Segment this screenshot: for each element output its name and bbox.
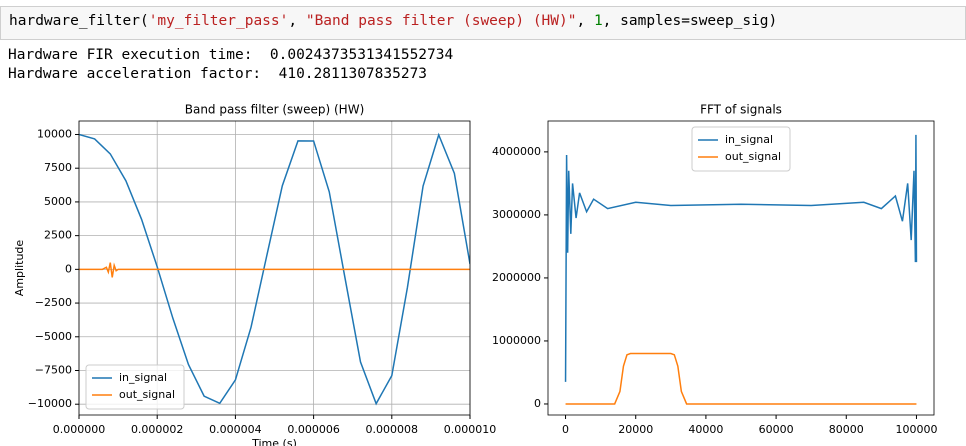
axes-frame [78, 120, 471, 416]
y-tick-label: −7500 [35, 363, 72, 376]
y-tick-label: 7500 [44, 161, 72, 174]
code: hardware_filter('my_filter_pass', "Band … [9, 13, 777, 29]
x-tick-label: 0.000008 [366, 423, 419, 436]
y-tick-label: 2000000 [492, 271, 541, 284]
x-tick-label: 60000 [759, 423, 794, 436]
y-tick-label: −5000 [35, 330, 72, 343]
y-tick-label: 5000 [44, 195, 72, 208]
code-token: 'my_filter_pass' [148, 13, 289, 29]
x-tick-label: 0.000004 [209, 423, 262, 436]
x-tick-label: 0 [562, 423, 569, 436]
y-tick-label: 4000000 [492, 145, 541, 158]
series-line [564, 134, 918, 382]
legend-label: in_signal [725, 133, 773, 146]
x-tick-label: 0.000000 [53, 423, 106, 436]
series-line [79, 132, 470, 406]
y-tick-label: 0 [65, 262, 72, 275]
y-tick-label: 0 [534, 397, 541, 410]
legend-label: out_signal [725, 150, 781, 163]
series-line [79, 262, 470, 278]
y-tick-label: 2500 [44, 229, 72, 242]
x-tick-label: 0.000010 [444, 423, 497, 436]
code-token: "Band pass filter (sweep) (HW)" [305, 13, 577, 29]
x-tick-label: 0.000006 [287, 423, 340, 436]
x-tick-label: 100000 [895, 423, 937, 436]
y-tick-label: 1000000 [492, 334, 541, 347]
y-tick-label: −10000 [28, 397, 72, 410]
chart-title: Band pass filter (sweep) (HW) [185, 103, 365, 117]
x-tick-label: 20000 [618, 423, 653, 436]
x-tick-label: 0.000002 [131, 423, 184, 436]
y-tick-label: 10000 [37, 127, 72, 140]
axes-frame [547, 120, 935, 416]
code-cell[interactable]: hardware_filter('my_filter_pass', "Band … [0, 6, 966, 40]
output-line: Hardware FIR execution time: 0.002437353… [8, 47, 454, 63]
code-token: , samples=sweep_sig) [602, 13, 778, 29]
legend-box [691, 126, 791, 172]
code-token: hardware_filter( [9, 13, 149, 29]
output: Hardware FIR execution time: 0.002437353… [8, 46, 453, 84]
series-line [565, 352, 917, 405]
x-tick-label: 40000 [688, 423, 723, 436]
legend-box [85, 364, 185, 410]
chart-title: FFT of signals [700, 103, 782, 117]
output-line: Hardware acceleration factor: 410.281130… [8, 66, 428, 82]
x-axis-label: Time (s) [251, 437, 297, 446]
code-token: 1 [593, 13, 603, 29]
y-tick-label: −2500 [35, 296, 72, 309]
legend-label: in_signal [119, 371, 167, 384]
y-tick-label: 3000000 [492, 208, 541, 221]
y-axis-label: Amplitude [13, 240, 26, 297]
legend-label: out_signal [119, 388, 175, 401]
code-token: , [576, 13, 594, 29]
x-tick-label: 80000 [829, 423, 864, 436]
code-token: , [288, 13, 306, 29]
